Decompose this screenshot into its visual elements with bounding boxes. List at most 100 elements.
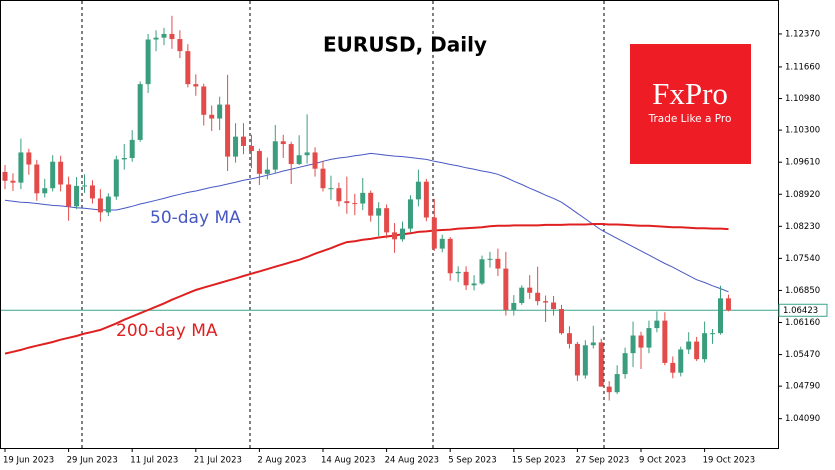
candle-body — [598, 342, 604, 387]
ma-label: 200-day MA — [116, 321, 218, 341]
candle-body — [201, 86, 207, 115]
candle-body — [582, 345, 588, 376]
candle-body — [630, 335, 636, 354]
y-tick-label: 1.06850 — [785, 286, 820, 296]
candle-body — [177, 39, 183, 52]
y-tick-label: 1.06160 — [785, 318, 820, 328]
candle-body — [344, 201, 350, 204]
candle-body — [320, 168, 326, 189]
candle-body — [304, 152, 310, 156]
candle-body — [50, 161, 56, 189]
candle-body — [217, 104, 223, 119]
candle-body — [503, 268, 509, 310]
y-tick-label: 1.08230 — [785, 222, 820, 232]
candle-body — [336, 188, 342, 202]
candle-body — [241, 136, 246, 146]
x-tick-label: 9 Oct 2023 — [639, 456, 686, 466]
candle-body — [74, 185, 80, 207]
candle-body — [415, 181, 421, 200]
candle-body — [606, 386, 612, 393]
ma-line — [4, 223, 729, 355]
x-tick-label: 2 Aug 2023 — [257, 456, 306, 466]
candle-body — [439, 238, 445, 249]
candle-body — [646, 328, 652, 348]
candle-body — [678, 349, 684, 373]
y-tick-label: 1.09610 — [785, 158, 820, 168]
chart-title: EURUSD, Daily — [323, 33, 487, 57]
candle-body — [129, 139, 135, 159]
x-tick-label: 24 Aug 2023 — [385, 456, 439, 466]
candle-body — [34, 164, 40, 194]
y-tick-label: 1.12370 — [785, 29, 820, 39]
y-tick-label: 1.08920 — [785, 190, 820, 200]
x-tick-label: 5 Sep 2023 — [448, 456, 496, 466]
candle-body — [161, 33, 167, 38]
candle-body — [551, 302, 557, 310]
y-tick-label: 1.11660 — [785, 62, 820, 72]
candle-body — [97, 198, 103, 213]
candle-body — [471, 283, 477, 286]
candle-body — [574, 343, 580, 376]
ma-line — [4, 152, 729, 293]
candle-body — [58, 161, 64, 185]
candle-body — [654, 320, 660, 329]
y-tick-label: 1.04790 — [785, 382, 820, 392]
x-tick-label: 19 Oct 2023 — [703, 456, 756, 466]
candle-body — [193, 84, 199, 87]
candle-body — [18, 152, 24, 183]
candle-body — [360, 192, 366, 204]
candle-body — [26, 152, 32, 165]
candle-body — [137, 84, 143, 140]
ma-label: 50-day MA — [150, 208, 241, 228]
x-tick-label: 27 Sep 2023 — [575, 456, 629, 466]
x-tick-label: 21 Jul 2023 — [194, 456, 242, 466]
candle-body — [328, 188, 334, 190]
candle-body — [105, 196, 111, 213]
candle-body — [511, 302, 517, 310]
candle-body — [89, 185, 95, 199]
candle-body — [113, 159, 119, 197]
candle-body — [566, 333, 572, 344]
candle-body — [153, 37, 159, 40]
logo-name: FxPro — [652, 76, 728, 111]
x-tick-label: 19 Jun 2023 — [3, 456, 54, 466]
candle-body — [280, 141, 286, 145]
candle-body — [487, 258, 493, 260]
candle-body — [248, 145, 254, 152]
candle-body — [352, 203, 358, 205]
candle-body — [622, 353, 628, 375]
x-tick-label: 14 Aug 2023 — [321, 456, 375, 466]
candle-body — [407, 199, 413, 229]
candle-body — [121, 158, 127, 160]
candle-body — [400, 228, 405, 240]
candle-body — [543, 301, 549, 303]
candle-body — [296, 155, 302, 165]
candle-body — [662, 320, 668, 363]
candle-body — [686, 341, 692, 350]
candle-body — [479, 259, 485, 284]
candle-body — [376, 208, 382, 216]
candle-body — [527, 287, 533, 293]
x-tick-label: 15 Sep 2023 — [512, 456, 566, 466]
y-tick-label: 1.05470 — [785, 350, 820, 360]
last-price-box — [778, 303, 828, 317]
candle-body — [702, 333, 708, 360]
candle-body — [272, 141, 278, 170]
last-price-label: 1.06423 — [783, 306, 818, 316]
candle-body — [535, 292, 541, 302]
candle-body — [10, 180, 16, 183]
candle-body — [590, 342, 596, 346]
candle-body — [368, 192, 374, 216]
candle-body — [256, 151, 262, 174]
y-tick-label: 1.07540 — [785, 254, 820, 264]
candle-body — [82, 185, 87, 187]
candle-body — [614, 374, 620, 393]
candle-body — [710, 333, 716, 335]
logo-tagline: Trade Like a Pro — [648, 113, 732, 125]
candle-body — [233, 136, 239, 157]
x-tick-label: 11 Jul 2023 — [130, 456, 178, 466]
candle-body — [66, 184, 72, 207]
candle-body — [670, 362, 676, 373]
candle-body — [264, 169, 270, 174]
candle-body — [2, 171, 8, 181]
